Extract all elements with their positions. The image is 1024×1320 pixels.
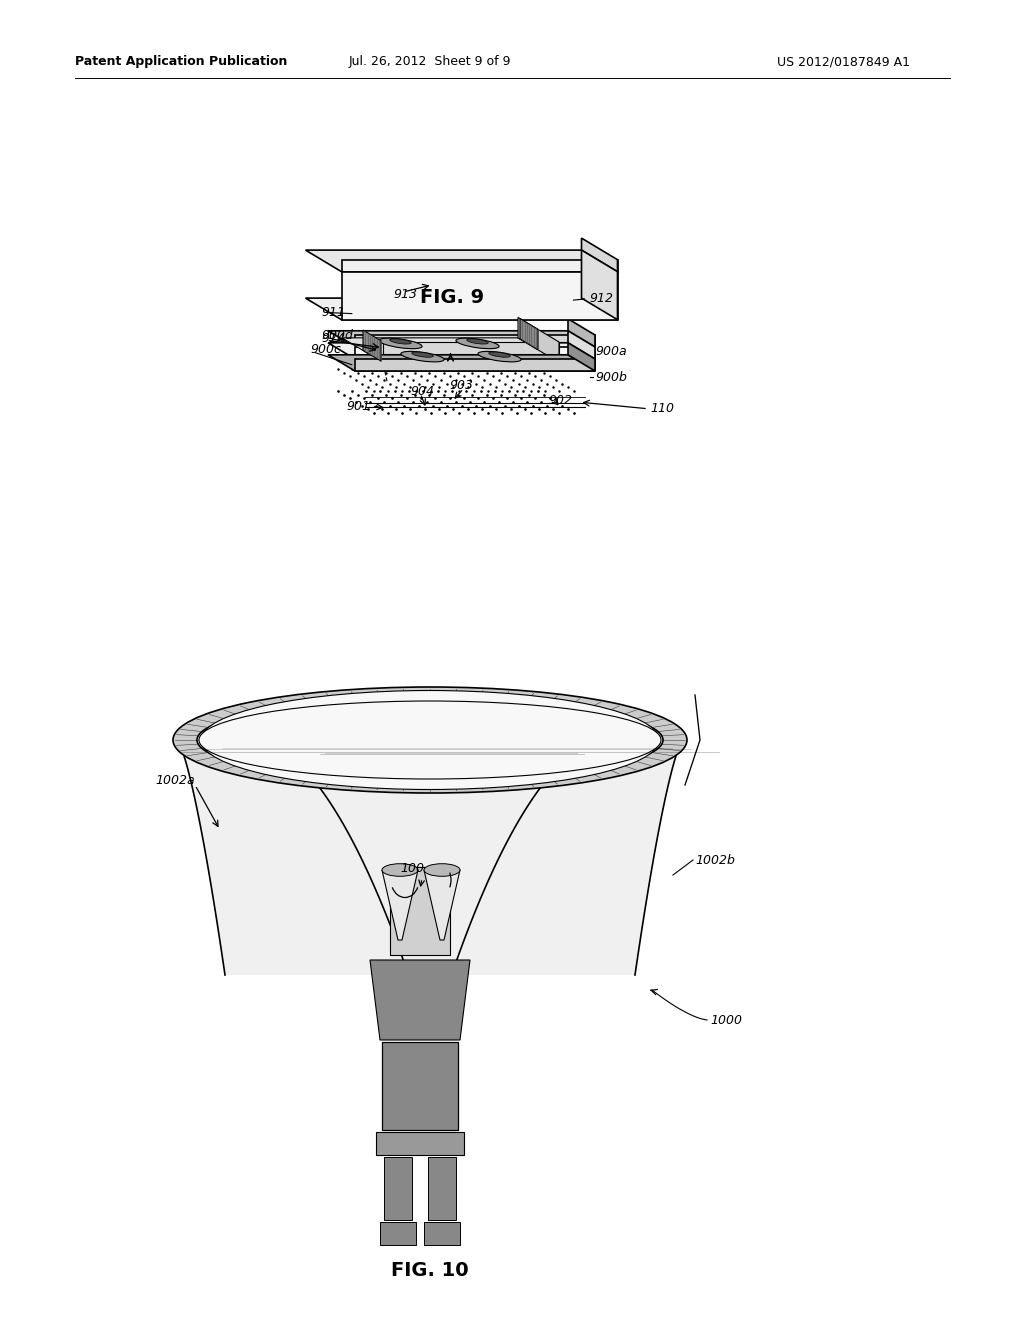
Ellipse shape	[199, 701, 662, 779]
Ellipse shape	[173, 686, 687, 793]
Polygon shape	[382, 1041, 458, 1130]
Polygon shape	[355, 335, 595, 347]
Text: 1000: 1000	[710, 1014, 742, 1027]
Ellipse shape	[382, 863, 418, 876]
Text: 900b: 900b	[595, 371, 627, 384]
Polygon shape	[341, 272, 617, 319]
Ellipse shape	[412, 352, 433, 358]
Text: 912: 912	[590, 293, 613, 305]
Polygon shape	[328, 331, 595, 347]
Text: 110: 110	[650, 403, 674, 416]
Polygon shape	[177, 741, 683, 975]
Text: 1002a: 1002a	[155, 774, 195, 787]
Polygon shape	[383, 342, 559, 363]
Polygon shape	[424, 870, 460, 940]
Ellipse shape	[467, 339, 488, 345]
Text: Patent Application Publication: Patent Application Publication	[75, 55, 288, 69]
Polygon shape	[342, 338, 559, 363]
Ellipse shape	[201, 690, 659, 789]
Text: 900c: 900c	[310, 343, 341, 356]
Ellipse shape	[478, 351, 521, 362]
Polygon shape	[328, 355, 595, 371]
Polygon shape	[582, 238, 617, 272]
Polygon shape	[355, 359, 595, 371]
Polygon shape	[376, 1133, 464, 1155]
Polygon shape	[380, 1222, 416, 1245]
Polygon shape	[568, 343, 595, 371]
Polygon shape	[428, 1158, 456, 1220]
Polygon shape	[362, 330, 381, 362]
Text: 904: 904	[411, 385, 434, 399]
Ellipse shape	[424, 863, 460, 876]
Text: 911: 911	[322, 306, 345, 319]
Polygon shape	[328, 343, 595, 359]
Polygon shape	[341, 260, 617, 272]
Polygon shape	[370, 960, 470, 1040]
Text: US 2012/0187849 A1: US 2012/0187849 A1	[777, 55, 910, 69]
Text: 100: 100	[400, 862, 424, 874]
Ellipse shape	[379, 338, 422, 348]
Ellipse shape	[488, 352, 510, 358]
Polygon shape	[568, 319, 595, 347]
Ellipse shape	[197, 700, 663, 781]
Text: 1002b: 1002b	[695, 854, 735, 866]
Text: 900a: 900a	[595, 345, 627, 358]
Polygon shape	[520, 318, 538, 350]
Polygon shape	[424, 1222, 460, 1245]
Text: FIG. 10: FIG. 10	[391, 1261, 469, 1279]
Text: 901: 901	[346, 400, 371, 413]
Ellipse shape	[456, 338, 499, 348]
Text: Jul. 26, 2012  Sheet 9 of 9: Jul. 26, 2012 Sheet 9 of 9	[349, 55, 511, 69]
Polygon shape	[305, 298, 617, 319]
Ellipse shape	[390, 339, 412, 345]
Polygon shape	[305, 249, 617, 272]
Text: 900d: 900d	[322, 329, 353, 342]
Text: 902: 902	[549, 395, 572, 408]
Polygon shape	[582, 249, 617, 319]
Text: 913: 913	[393, 289, 417, 301]
Text: 903: 903	[450, 379, 473, 392]
Polygon shape	[518, 317, 559, 363]
Polygon shape	[355, 347, 595, 359]
Text: 914: 914	[322, 331, 345, 345]
Polygon shape	[384, 1158, 412, 1220]
Text: FIG. 9: FIG. 9	[421, 288, 484, 308]
Polygon shape	[390, 867, 450, 954]
Polygon shape	[568, 331, 595, 359]
Polygon shape	[382, 870, 418, 940]
Ellipse shape	[401, 351, 444, 362]
